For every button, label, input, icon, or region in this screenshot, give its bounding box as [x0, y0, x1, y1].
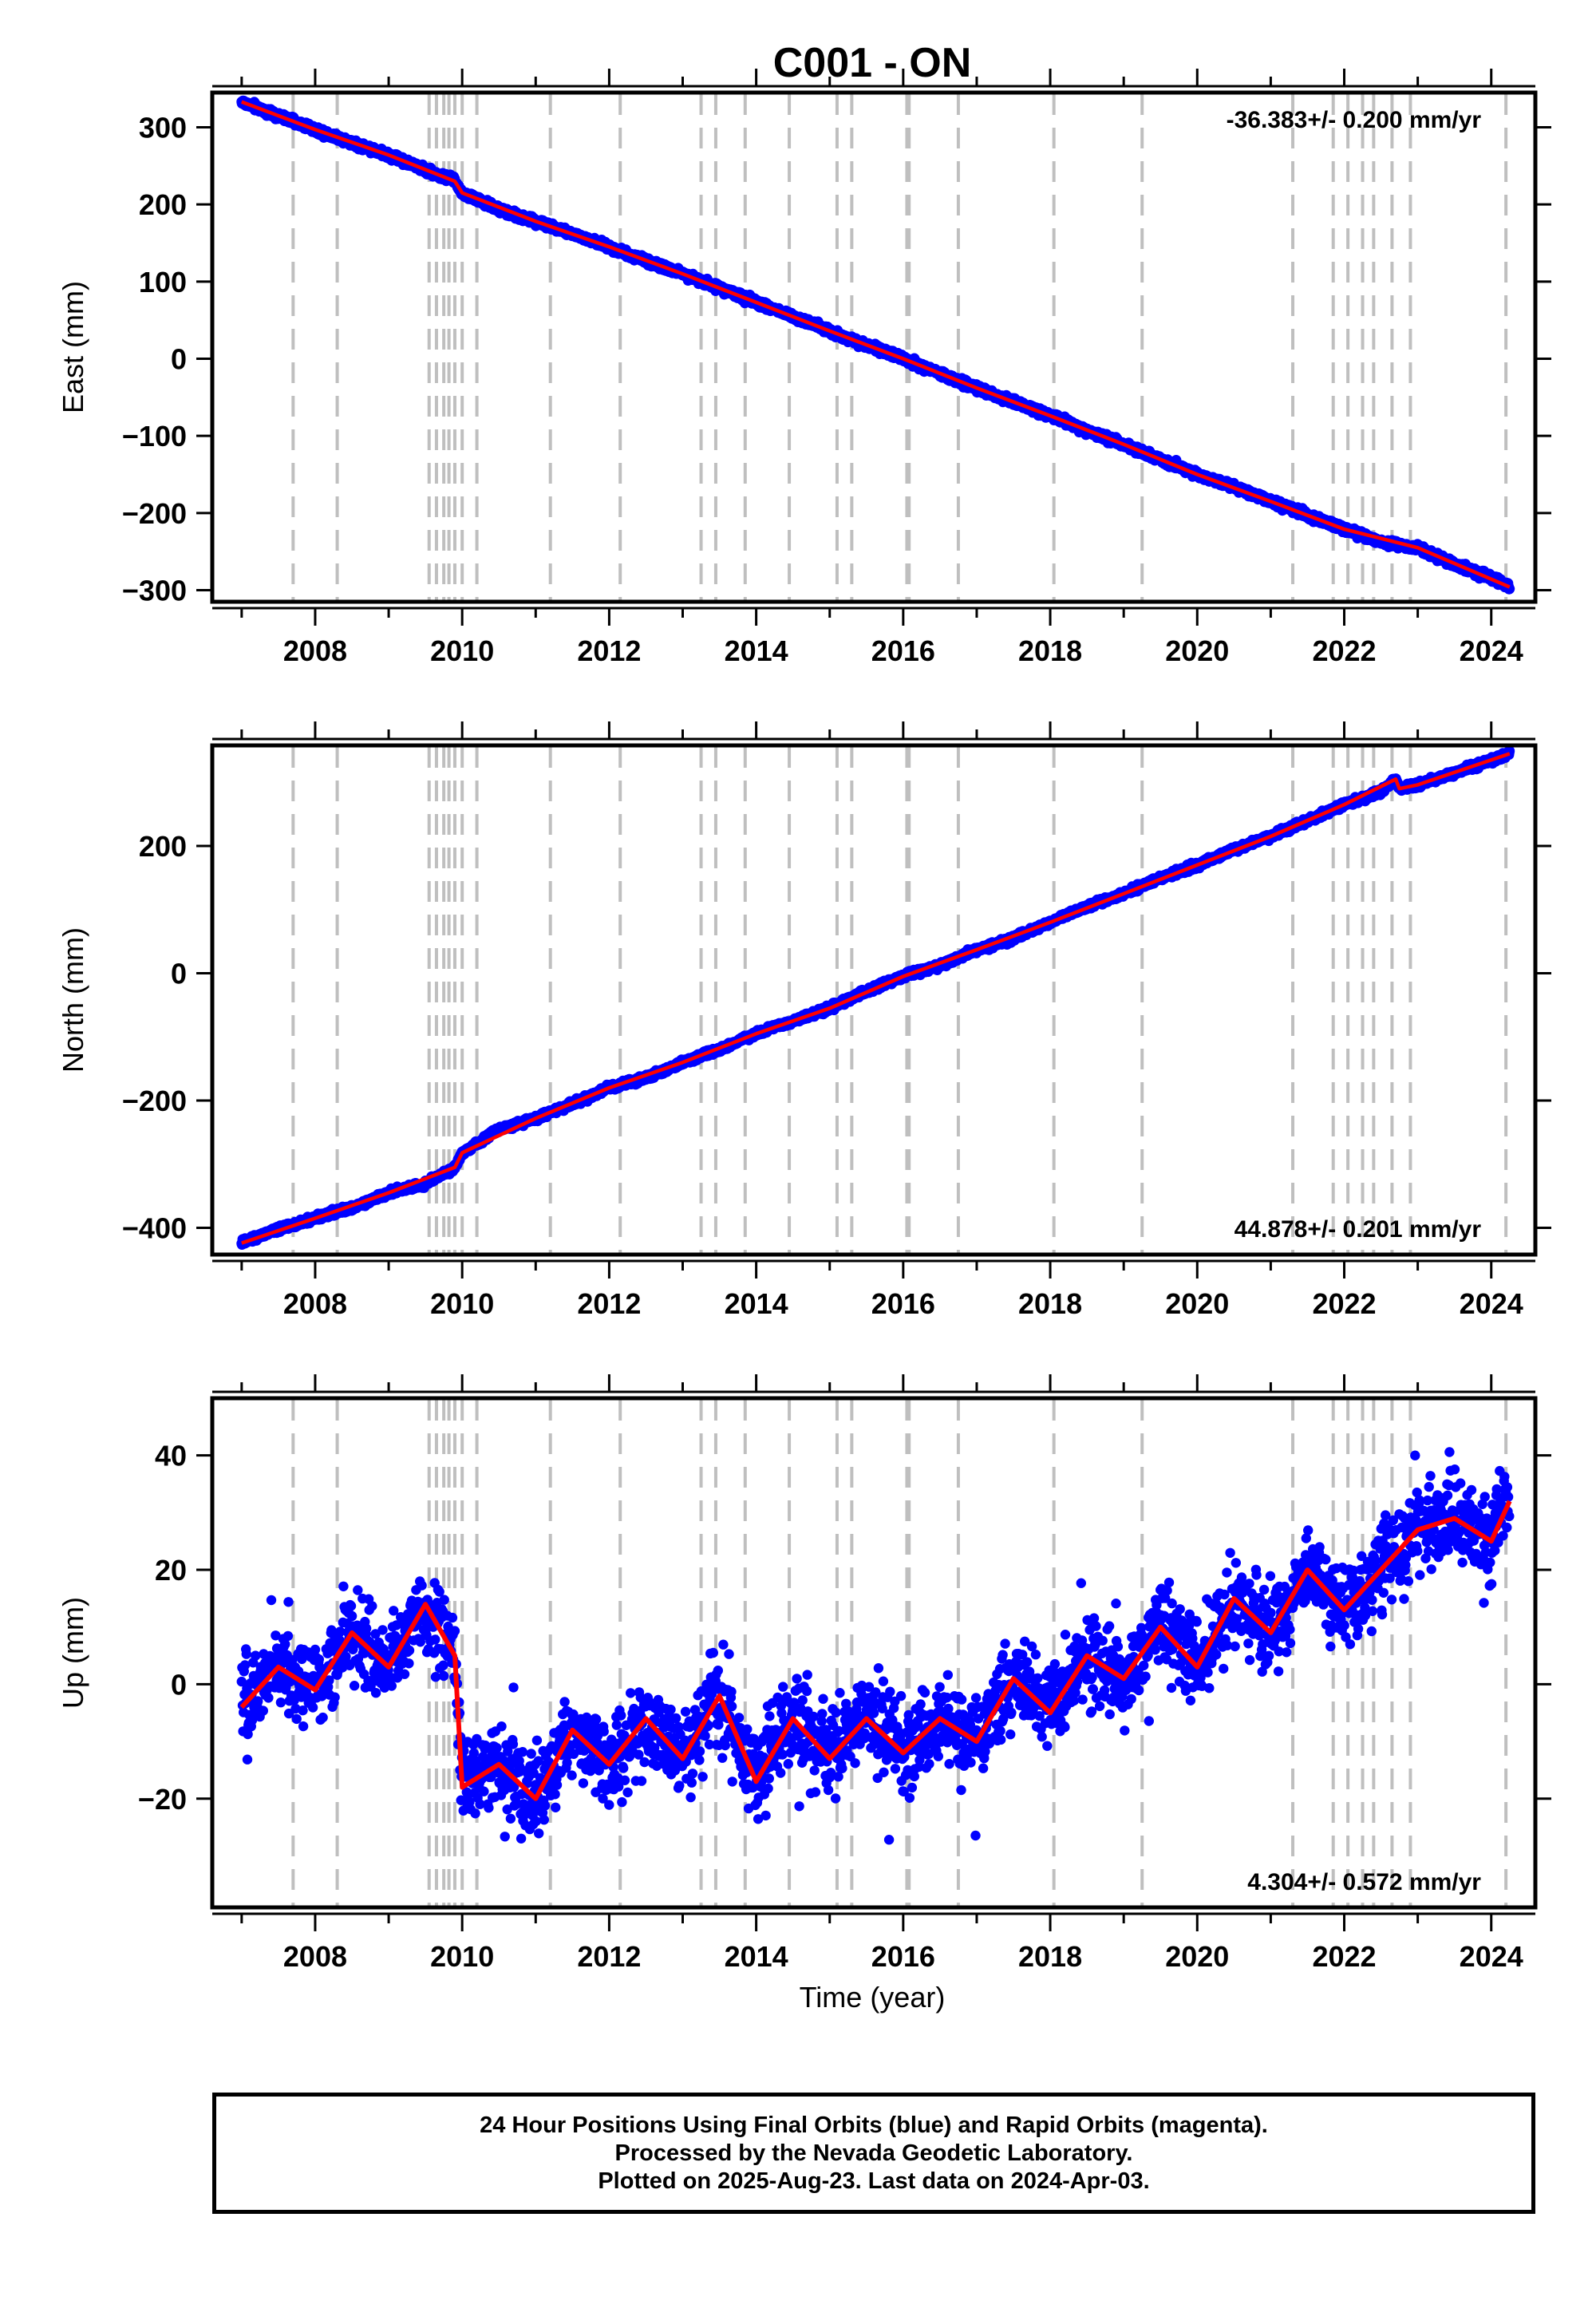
east-x-tick-label: 2024	[1460, 634, 1523, 667]
east-x-tick-label: 2018	[1018, 634, 1082, 667]
east-panel: 2008 2010 2012 2014 2016 2018 2020 2022 2024 300 2…	[57, 69, 1551, 667]
east-y-tick-label: −300	[122, 575, 187, 607]
east-x-tick-label: 2022	[1312, 634, 1376, 667]
east-y-tick-label: 300	[139, 112, 187, 144]
east-rate-label: -36.383+/- 0.200 mm/yr	[1227, 107, 1482, 133]
figure-title: C001 - ON	[773, 40, 972, 86]
east-x-tick-label: 2012	[577, 634, 641, 667]
east-plot-frame	[210, 90, 1538, 604]
east-y-tick-label: 100	[139, 266, 187, 298]
east-y-tick-label: 200	[139, 188, 187, 221]
east-y-tick-label: −200	[122, 497, 187, 530]
east-y-tick-label: −100	[122, 420, 187, 453]
east-x-tick-label: 2016	[871, 634, 935, 667]
north-panel: 2008 2010 2012 2014 2016 2018 2020 2022 20242000…	[57, 721, 1551, 1320]
east-y-axis-label: East (mm)	[57, 281, 89, 413]
east-y-tick-label: 0	[171, 343, 187, 376]
east-trend-line	[241, 100, 1511, 589]
east-x-tick-label: 2014	[725, 634, 788, 667]
east-x-tick-label: 2020	[1165, 634, 1229, 667]
east-x-tick-label: 2010	[430, 634, 494, 667]
east-x-tick-label: 2008	[283, 634, 347, 667]
